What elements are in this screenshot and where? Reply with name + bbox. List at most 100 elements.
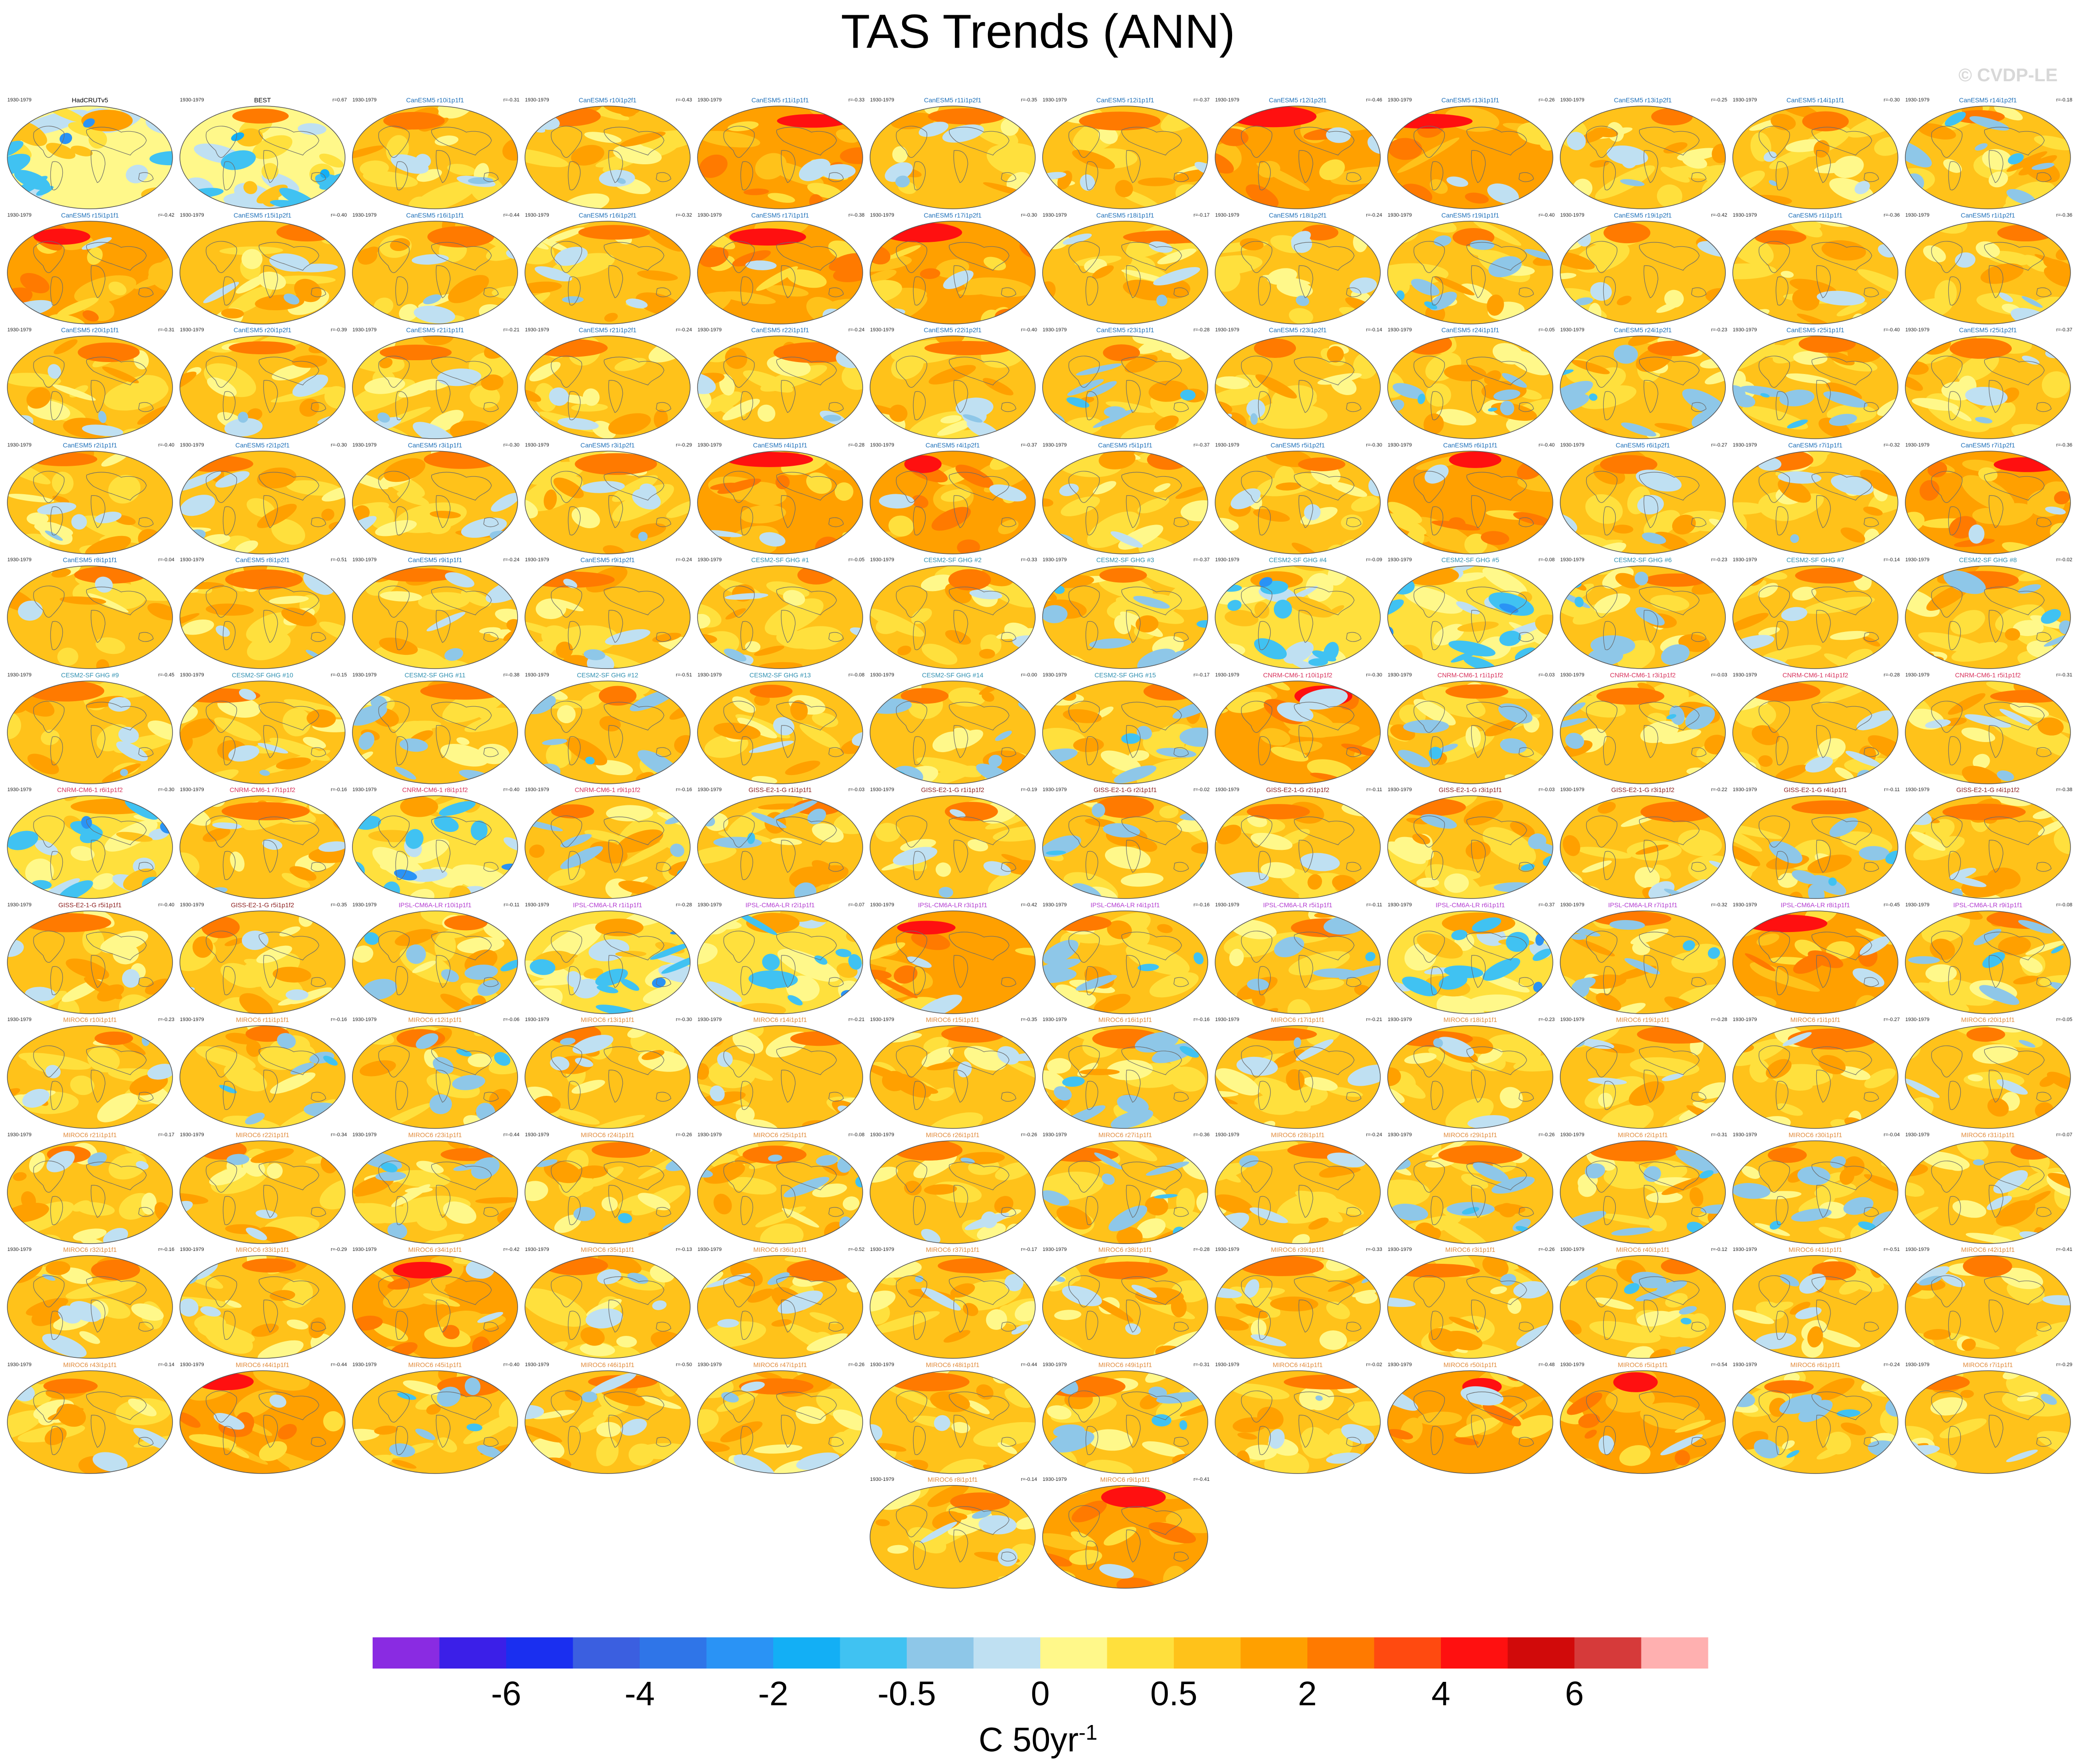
globe-map <box>1905 680 2071 784</box>
map-panel: 1930-1979 CanESM5 r22i1p2f1 r=-0.40 <box>866 326 1039 441</box>
globe-map <box>1042 1140 1208 1244</box>
map-panel: 1930-1979 MIROC6 r13i1p1f1 r=-0.30 <box>521 1016 694 1131</box>
globe-map <box>1387 680 1553 784</box>
map-panel: 1930-1979 MIROC6 r18i1p1f1 r=-0.23 <box>1384 1016 1557 1131</box>
panel-title: MIROC6 r37i1p1f1 <box>926 1246 980 1253</box>
panel-correlation: r=-0.26 <box>848 1362 865 1368</box>
panel-correlation: r=-0.12 <box>1711 1247 1727 1252</box>
panel-correlation: r=-0.00 <box>1021 672 1037 678</box>
panel-title: MIROC6 r25i1p1f1 <box>753 1131 807 1139</box>
map-panel: 1930-1979 CanESM5 r24i1p2f1 r=-0.23 <box>1557 326 1729 441</box>
panel-correlation: r=-0.41 <box>1193 1477 1210 1482</box>
panel-correlation: r=-0.05 <box>2056 1017 2072 1022</box>
map-panel: 1930-1979 CNRM-CM6-1 r1i1p1f2 r=-0.03 <box>1384 671 1557 786</box>
panel-correlation: r=-0.34 <box>330 1132 347 1138</box>
panel-correlation: r=-0.33 <box>1021 557 1037 563</box>
panel-correlation: r=-0.45 <box>158 672 174 678</box>
panel-title: CanESM5 r21i1p2f1 <box>578 326 637 334</box>
panel-correlation: r=-0.26 <box>1538 1247 1555 1252</box>
panel-title: CNRM-CM6-1 r7i1p1f2 <box>229 786 296 793</box>
map-panel: 1930-1979 CanESM5 r9i1p1f1 r=-0.24 <box>349 556 521 671</box>
panel-period: 1930-1979 <box>1733 1362 1757 1368</box>
globe-map <box>870 1370 1036 1474</box>
panel-title: CanESM5 r4i1p2f1 <box>925 441 980 449</box>
globe-map <box>697 106 863 209</box>
panel-period: 1930-1979 <box>1560 1362 1585 1368</box>
panel-period: 1930-1979 <box>870 787 894 793</box>
panel-period: 1930-1979 <box>1043 327 1067 333</box>
map-panel: 1930-1979 CanESM5 r15i1p1f1 r=-0.42 <box>4 212 176 326</box>
globe-map <box>352 1370 518 1474</box>
map-panel: 1930-1979 CanESM5 r6i1p2f1 r=-0.27 <box>1557 441 1729 556</box>
map-panel: 1930-1979 MIROC6 r46i1p1f1 r=-0.50 <box>521 1361 694 1476</box>
map-panel: 1930-1979 CanESM5 r22i1p1f1 r=-0.24 <box>694 326 866 441</box>
globe-map <box>1215 1025 1381 1129</box>
map-panel: 1930-1979 MIROC6 r3i1p1f1 r=-0.26 <box>1384 1246 1557 1361</box>
globe-map <box>179 1255 346 1359</box>
panel-title: MIROC6 r11i1p1f1 <box>236 1016 289 1023</box>
page-title: TAS Trends (ANN) <box>841 5 1235 58</box>
globe-map <box>1042 335 1208 439</box>
map-panel: 1930-1979 CanESM5 r2i1p2f1 r=-0.30 <box>176 441 349 556</box>
globe-map <box>1732 910 1898 1014</box>
panel-correlation: r=-0.42 <box>1021 902 1037 908</box>
colorbar-tick-label: 2 <box>1298 1675 1317 1713</box>
map-panel: 1930-1979 MIROC6 r17i1p1f1 r=-0.21 <box>1211 1016 1384 1131</box>
map-panel: 1930-1979 CanESM5 r21i1p2f1 r=-0.24 <box>521 326 694 441</box>
map-panel: 1930-1979 CanESM5 r14i1p1f1 r=-0.30 <box>1729 96 1902 211</box>
panel-period: 1930-1979 <box>7 672 32 678</box>
panel-period: 1930-1979 <box>352 1247 377 1252</box>
map-panel: 1930-1979 MIROC6 r32i1p1f1 r=-0.16 <box>4 1246 176 1361</box>
panel-correlation: r=-0.45 <box>1883 902 1900 908</box>
panel-period: 1930-1979 <box>1043 557 1067 563</box>
panel-title: CanESM5 r8i1p1f1 <box>62 556 117 564</box>
panel-period: 1930-1979 <box>180 212 204 218</box>
panel-period: 1930-1979 <box>525 902 549 908</box>
panel-correlation: r=-0.30 <box>1366 442 1382 448</box>
panel-correlation: r=-0.16 <box>675 787 692 793</box>
globe-map <box>1042 1255 1208 1359</box>
panel-title: MIROC6 r32i1p1f1 <box>63 1246 117 1253</box>
map-panel: 1930-1979 IPSL-CM6A-LR r3i1p1f1 r=-0.42 <box>866 901 1039 1016</box>
panel-period: 1930-1979 <box>7 1362 32 1368</box>
watermark: © CVDP-LE <box>1958 65 2058 85</box>
panel-title: MIROC6 r7i1p1f1 <box>1963 1361 2013 1368</box>
panel-correlation: r=-0.05 <box>848 557 865 563</box>
panel-correlation: r=-0.30 <box>330 442 347 448</box>
map-panel: 1930-1979 MIROC6 r42i1p1f1 r=-0.41 <box>1902 1246 2074 1361</box>
panel-period: 1930-1979 <box>870 1477 894 1482</box>
map-panel: 1930-1979 MIROC6 r4i1p1f1 r=-0.02 <box>1211 1361 1384 1476</box>
panel-title: CanESM5 r9i1p1f1 <box>407 556 463 564</box>
map-panel: 1930-1979 MIROC6 r43i1p1f1 r=-0.14 <box>4 1361 176 1476</box>
map-panel: 1930-1979 IPSL-CM6A-LR r10i1p1f1 r=-0.11 <box>349 901 521 1016</box>
panel-period: 1930-1979 <box>1043 442 1067 448</box>
globe-map <box>352 565 518 669</box>
globe-map <box>870 795 1036 899</box>
panel-title: CESM2-SF GHG #5 <box>1441 556 1500 564</box>
panel-title: CanESM5 r2i1p1f1 <box>62 441 117 449</box>
map-panel: 1930-1979 MIROC6 r24i1p1f1 r=-0.26 <box>521 1131 694 1246</box>
colorbar-swatch <box>373 1637 440 1669</box>
globe-map <box>1560 1255 1726 1359</box>
panel-correlation: r=-0.19 <box>1021 787 1037 793</box>
globe-map <box>1387 335 1553 439</box>
map-panel: 1930-1979 CESM2-SF GHG #8 r=-0.02 <box>1902 556 2074 671</box>
panel-period: 1930-1979 <box>1043 1247 1067 1252</box>
panel-period: 1930-1979 <box>1043 1477 1067 1482</box>
panel-period: 1930-1979 <box>1043 212 1067 218</box>
panel-correlation: r=-0.04 <box>1883 1132 1900 1138</box>
globe-map <box>1905 1255 2071 1359</box>
globe-map <box>1732 1370 1898 1474</box>
map-panel: 1930-1979 CanESM5 r18i1p1f1 r=-0.17 <box>1039 212 1211 326</box>
panel-period: 1930-1979 <box>1905 787 1930 793</box>
panel-period: 1930-1979 <box>1905 97 1930 103</box>
panel-title: MIROC6 r23i1p1f1 <box>408 1131 462 1139</box>
colorbar-tick-label: 0.5 <box>1150 1675 1198 1713</box>
map-panel: 1930-1979 CanESM5 r10i1p1f1 r=-0.31 <box>349 96 521 211</box>
panel-title: CanESM5 r20i1p1f1 <box>61 326 119 334</box>
panel-period: 1930-1979 <box>1388 672 1412 678</box>
panel-correlation: r=-0.38 <box>848 212 865 218</box>
map-panel: 1930-1979 CanESM5 r11i1p1f1 r=-0.33 <box>694 96 866 211</box>
panel-period: 1930-1979 <box>698 1017 722 1022</box>
panel-correlation: r=-0.28 <box>848 442 865 448</box>
